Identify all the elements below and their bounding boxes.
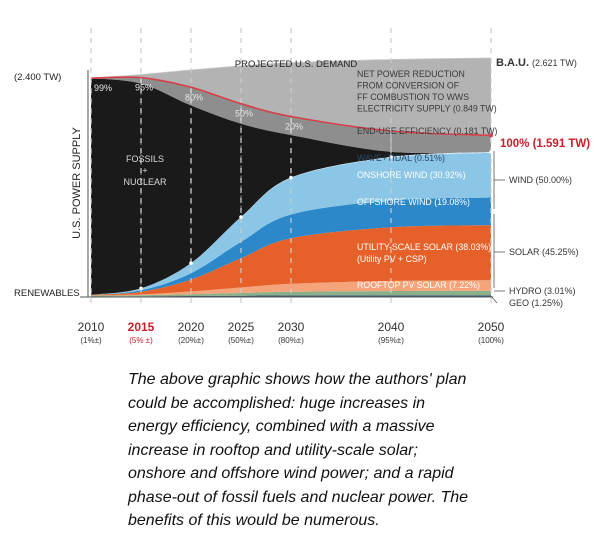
x-tick-percent: (1%±): [80, 336, 102, 345]
fossil-share-label: 80%: [185, 92, 203, 102]
supply-red-line: [90, 76, 492, 137]
geo-leader: [490, 295, 498, 304]
bau-label: B.A.U.: [496, 57, 529, 69]
end-use-efficiency-label: END-USE EFFICIENCY (0.181 TW): [357, 126, 498, 136]
solar-group-label: SOLAR (45.25%): [509, 247, 579, 257]
x-tick-year: 2010: [78, 320, 105, 334]
rooftop-pv-label: ROOFTOP PV SOLAR (7.22%): [357, 280, 480, 290]
renewables-label: RENEWABLES: [14, 288, 80, 299]
hydro-group-label: HYDRO (3.01%): [509, 286, 576, 296]
renewables-share-dot: [389, 155, 393, 159]
chart-caption: The above graphic shows how the authors'…: [128, 371, 469, 529]
x-tick-percent: (95%±): [378, 336, 404, 345]
end-value-label: 100% (1.591 TW): [500, 138, 590, 150]
x-tick-percent: (100%): [478, 336, 504, 345]
fossils-nuclear-label: +: [142, 166, 147, 176]
fossil-share-label: 95%: [135, 83, 153, 93]
projected-demand-label: PROJECTED U.S. DEMAND: [235, 59, 358, 70]
x-tick-percent: (5% ±): [129, 336, 153, 345]
net-power-reduction-label: FROM CONVERSION OF: [357, 81, 460, 91]
x-tick-year: 2030: [278, 320, 305, 334]
utility-solar-label: UTILITY-SCALE SOLAR (38.03%): [357, 242, 491, 252]
utility-solar-sublabel: (Utility PV + CSP): [357, 254, 427, 264]
x-tick-year: 2015: [128, 320, 155, 334]
renewables-share-dot: [239, 215, 243, 219]
x-tick-year: 2020: [178, 320, 205, 334]
offshore-wind-label: OFFSHORE WIND (19.08%): [357, 197, 470, 207]
y-axis-label: U.S. POWER SUPPLY: [71, 127, 83, 239]
fossils-nuclear-label: NUCLEAR: [123, 177, 167, 187]
fossil-share-label: 99%: [94, 83, 112, 93]
renewables-share-dot: [189, 261, 193, 265]
power-supply-chart: 99% 95% 80% 50% 20% (2.400 TW) PROJECTED U.S. …: [14, 28, 590, 345]
net-power-reduction-label: NET POWER REDUCTION: [357, 69, 465, 79]
x-tick-percent: (50%±): [228, 336, 254, 345]
geo-group-label: GEO (1.25%): [509, 298, 563, 308]
renewables-share-dot: [489, 150, 493, 154]
wind-group-label: WIND (50.00%): [509, 175, 572, 185]
x-tick-percent: (20%±): [178, 336, 204, 345]
onshore-wind-label: ONSHORE WIND (30.92%): [357, 170, 466, 180]
fossil-share-label: 20%: [285, 121, 303, 131]
x-tick-year: 2050: [478, 320, 505, 334]
net-power-reduction-label: FF COMBUSTION TO WWS: [357, 92, 469, 102]
start-value-label: (2.400 TW): [14, 72, 61, 83]
x-tick-year: 2025: [228, 320, 255, 334]
net-power-reduction-label: ELECTRICITY SUPPLY (0.849 TW): [357, 104, 497, 114]
end-value-dot: [489, 133, 493, 138]
fossil-share-label: 50%: [235, 109, 253, 119]
renewables-share-dot: [139, 286, 143, 291]
fossils-nuclear-label: FOSSILS: [126, 154, 164, 164]
renewables-share-dot: [289, 175, 293, 180]
x-tick-year: 2040: [378, 320, 405, 334]
wave-tidal-label: WAVE+TIDAL (0.51%): [357, 153, 445, 163]
bau-value: (2.621 TW): [532, 58, 577, 68]
projected-demand-line: [90, 57, 492, 79]
net-power-reduction-area: [91, 58, 491, 136]
x-tick-percent: (80%±): [278, 336, 304, 345]
